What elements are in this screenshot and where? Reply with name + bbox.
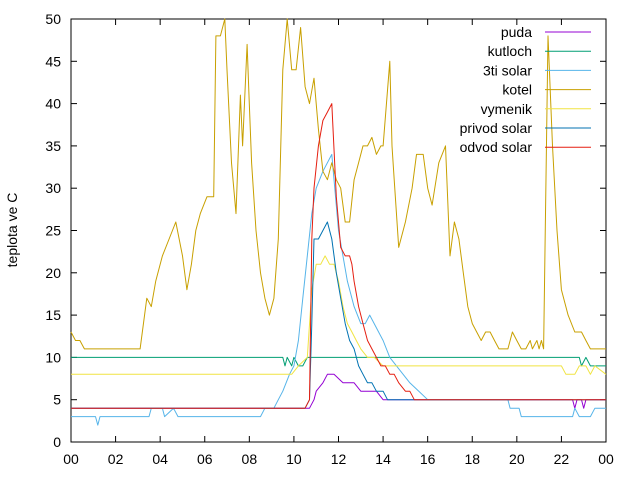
y-tick-label: 25 xyxy=(45,223,61,239)
series-line-puda xyxy=(71,373,606,409)
series-line-privod-solar xyxy=(71,221,606,409)
legend-label: kutloch xyxy=(488,43,532,59)
series-layer xyxy=(70,18,607,426)
x-tick-label: 18 xyxy=(464,451,480,467)
legend-label: odvod solar xyxy=(460,139,533,155)
legend-label: vymenik xyxy=(481,101,533,117)
series-line-3ti-solar xyxy=(71,153,606,426)
y-tick-label: 5 xyxy=(53,392,61,408)
y-tick-label: 10 xyxy=(45,349,61,365)
x-tick-label: 14 xyxy=(375,451,391,467)
legend-label: kotel xyxy=(502,82,532,98)
series-line-odvod-solar xyxy=(71,103,606,409)
x-tick-label: 10 xyxy=(286,451,302,467)
x-tick-label: 12 xyxy=(331,451,347,467)
x-tick-label: 00 xyxy=(598,451,614,467)
axis-tick-labels: 00 02 04 06 08 10 12 14 16 18 20 22 0005101520253035… xyxy=(45,11,614,467)
legend: puda kutloch 3ti solar kotel vymenik privod s… xyxy=(460,24,591,155)
x-tick-label: 04 xyxy=(152,451,168,467)
x-tick-label: 02 xyxy=(108,451,124,467)
y-axis-label: teplota ve C xyxy=(4,193,20,268)
x-tick-label: 06 xyxy=(197,451,213,467)
series-line-kutloch xyxy=(71,356,606,367)
x-tick-label: 00 xyxy=(63,451,79,467)
axis-ticks xyxy=(70,18,607,443)
y-tick-label: 20 xyxy=(45,265,61,281)
x-tick-label: 20 xyxy=(509,451,525,467)
y-tick-label: 0 xyxy=(53,434,61,450)
y-tick-label: 30 xyxy=(45,180,61,196)
y-tick-label: 35 xyxy=(45,138,61,154)
legend-label: privod solar xyxy=(460,120,533,136)
series-line-kotel xyxy=(70,18,606,350)
x-tick-label: 22 xyxy=(554,451,570,467)
y-tick-label: 50 xyxy=(45,11,61,27)
x-tick-label: 16 xyxy=(420,451,436,467)
y-tick-label: 15 xyxy=(45,307,61,323)
y-tick-label: 40 xyxy=(45,96,61,112)
legend-label: puda xyxy=(501,24,532,40)
legend-label: 3ti solar xyxy=(483,62,532,78)
y-tick-label: 45 xyxy=(45,53,61,69)
series-line-vymenik xyxy=(71,255,607,375)
x-tick-label: 08 xyxy=(242,451,258,467)
